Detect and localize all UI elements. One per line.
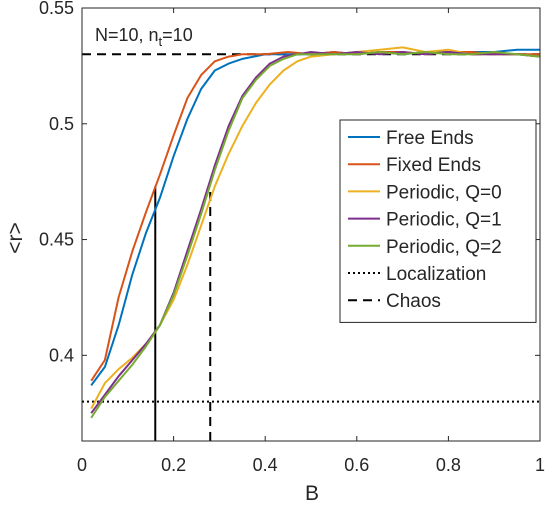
legend-label: Periodic, Q=0 [386, 182, 502, 203]
x-tick-label: 0.8 [436, 455, 461, 475]
legend: Free Ends Fixed Ends Periodic, Q=0 Periodic… [339, 119, 537, 323]
y-tick-label: 0.55 [39, 0, 74, 18]
y-tick-label: 0.4 [49, 345, 74, 365]
annotation-rest: =10 [162, 25, 193, 45]
annotation-main: N=10, n [95, 25, 159, 45]
x-tick-label: 0 [77, 455, 87, 475]
legend-label: Chaos [386, 291, 441, 312]
x-tick-label: 1 [535, 455, 545, 475]
x-tick-label: 0.2 [161, 455, 186, 475]
legend-label: Localization [386, 264, 486, 285]
axes: 0 0.2 0.4 0.6 0.8 1 0.4 0.45 0.5 0.55 [39, 0, 545, 475]
y-axis-label: <r> [4, 222, 27, 254]
x-tick-label: 0.4 [253, 455, 278, 475]
legend-label: Periodic, Q=1 [386, 210, 502, 231]
legend-label: Free Ends [386, 128, 474, 149]
x-axis-label: B [305, 482, 319, 505]
plot-area [82, 46, 541, 441]
legend-box [339, 119, 537, 323]
y-tick-label: 0.45 [39, 230, 74, 250]
annotation-label: N=10, nt=10 [95, 25, 193, 49]
legend-label: Fixed Ends [386, 155, 481, 176]
legend-label: Periodic, Q=2 [386, 237, 502, 258]
series-line-5 [90, 51, 541, 419]
x-tick-label: 0.6 [344, 455, 369, 475]
annotation-subscript: t [159, 34, 163, 49]
y-tick-label: 0.5 [49, 114, 74, 134]
plot-frame [81, 7, 541, 442]
